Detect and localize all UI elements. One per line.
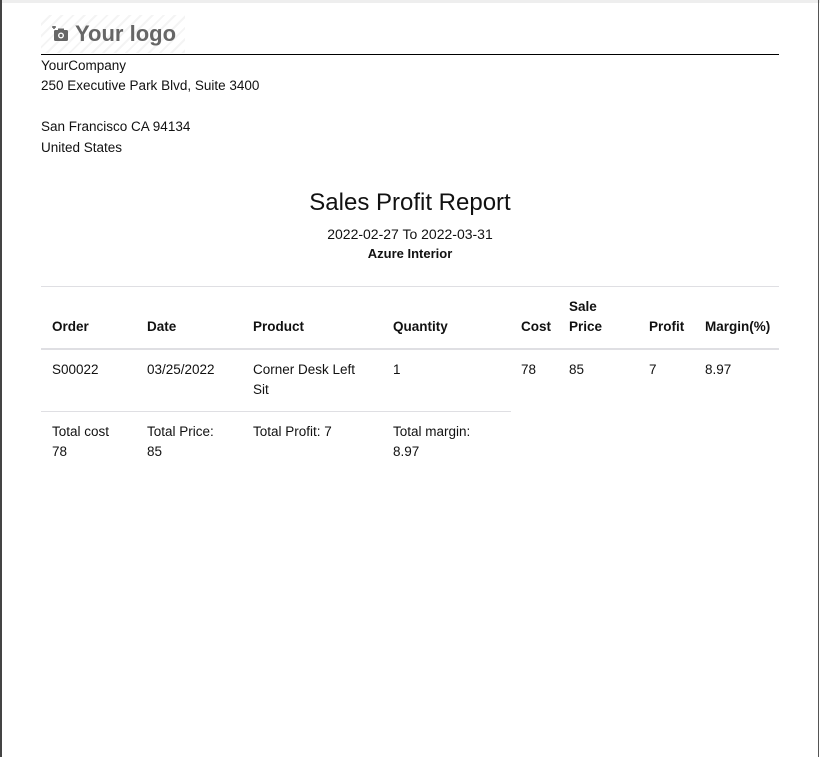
header-order: Order <box>52 319 89 334</box>
total-price: Total Price: 85 <box>147 424 214 459</box>
header-divider <box>41 54 779 55</box>
header-date: Date <box>147 319 177 334</box>
header-quantity: Quantity <box>393 319 448 334</box>
cell-order: S00022 <box>52 362 99 377</box>
cell-profit: 7 <box>649 362 657 377</box>
company-logo: Your logo <box>41 15 185 53</box>
page-left-border <box>0 0 2 757</box>
company-country: United States <box>41 140 123 155</box>
table-row-border <box>41 411 511 412</box>
header-cost: Cost <box>521 319 551 334</box>
date-range: 2022-02-27 To 2022-03-31 <box>327 226 493 242</box>
cell-sale-price: 85 <box>569 362 585 377</box>
page-right-border <box>818 0 819 757</box>
total-cost: Total cost 78 <box>52 424 110 459</box>
total-profit: Total Profit: 7 <box>253 424 332 439</box>
page-title: Sales Profit Report <box>309 189 511 216</box>
company-city: San Francisco CA 94134 <box>41 119 191 134</box>
page-top-edge <box>0 0 820 3</box>
cell-product: Corner Desk Left Sit <box>253 362 356 397</box>
header-product: Product <box>253 319 305 334</box>
header-margin: Margin(%) <box>705 319 771 334</box>
header-profit: Profit <box>649 319 685 334</box>
header-sale-price: Sale Price <box>569 299 603 334</box>
cell-cost: 78 <box>521 362 537 377</box>
total-margin: Total margin: 8.97 <box>393 424 471 459</box>
cell-quantity: 1 <box>393 362 401 377</box>
camera-plus-icon <box>52 26 68 41</box>
table-header-border <box>41 348 779 350</box>
cell-date: 03/25/2022 <box>147 362 215 377</box>
logo-text: Your logo <box>75 21 177 46</box>
cell-margin: 8.97 <box>705 362 732 377</box>
table-top-border <box>41 286 779 287</box>
company-name: YourCompany <box>41 58 127 73</box>
company-street: 250 Executive Park Blvd, Suite 3400 <box>41 78 260 93</box>
customer-name: Azure Interior <box>367 246 453 261</box>
